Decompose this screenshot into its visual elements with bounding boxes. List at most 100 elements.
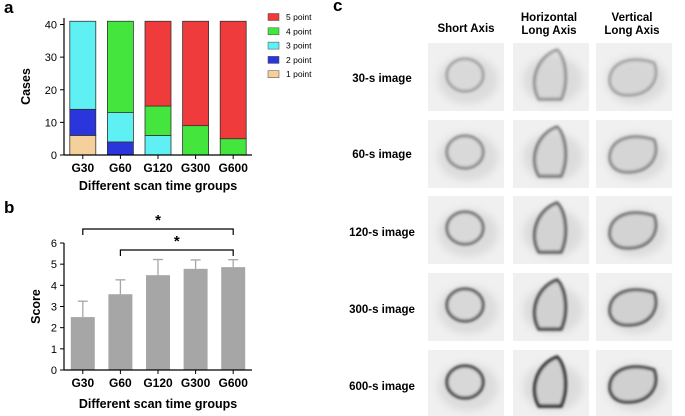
bar-segment	[144, 105, 172, 136]
myocardium-long-axis	[533, 125, 568, 178]
bar-segment	[219, 20, 247, 140]
pet-image	[596, 273, 672, 341]
x-tick-label: G600	[219, 376, 249, 390]
bar-segment	[107, 141, 134, 156]
y-tick-label: 2	[51, 323, 57, 335]
myocardium-long-axis	[533, 201, 568, 254]
legend-swatch	[267, 56, 280, 64]
myocardium-vertical-axis	[608, 58, 658, 97]
y-tick-label: 40	[45, 20, 57, 32]
bar-segment	[182, 20, 210, 127]
x-axis-label: Different scan time groups	[79, 397, 237, 411]
legend-swatch	[267, 41, 280, 50]
row-label: 600-s image	[349, 381, 415, 393]
stacked-bar-chart: 0 10 20 30 40 G30 G60 G120 G300 G600 Different sca…	[19, 12, 312, 193]
column-header: Vertical Long Axis	[604, 12, 659, 37]
y-tick-label: 30	[45, 52, 57, 64]
row-label: 60-s image	[352, 149, 411, 161]
legend-label: 5 point	[286, 12, 312, 22]
myocardium-vertical-axis	[608, 365, 658, 404]
pet-image-grid: Short Axis Horizontal Long Axis Vertical Lon…	[349, 12, 672, 416]
significance-star: *	[174, 233, 180, 250]
myocardium-ring	[445, 57, 485, 93]
row-label: 120-s image	[349, 227, 415, 239]
score-bar-chart: 0 1 2 3 4 5 6 G30 G60 G120 G300 G600 Different scan …	[29, 212, 252, 411]
myocardium-long-axis	[533, 48, 568, 101]
y-tick-label: 1	[51, 344, 57, 356]
bar	[146, 275, 170, 370]
pet-image	[513, 273, 589, 341]
bar-segment	[69, 108, 97, 136]
x-tick-label: G30	[71, 376, 94, 390]
myocardium-vertical-axis	[608, 288, 658, 327]
bar-segment	[107, 20, 134, 113]
legend-label: 4 point	[286, 26, 312, 36]
myocardium-vertical-axis	[608, 135, 658, 174]
legend-swatch	[267, 13, 280, 21]
myocardium-ring	[445, 287, 485, 323]
panel-label-c: c	[333, 0, 343, 15]
significance-star: *	[155, 212, 161, 229]
significance-bracket	[119, 249, 234, 256]
y-axis-label: Cases	[19, 68, 33, 105]
legend-swatch	[267, 27, 280, 36]
legend-label: 1 point	[286, 69, 312, 79]
bar	[108, 294, 133, 370]
panel-label-a: a	[4, 0, 14, 17]
bar	[70, 317, 95, 370]
myocardium-ring	[445, 134, 485, 170]
pet-image	[513, 196, 589, 264]
myocardium-ring	[445, 210, 485, 246]
y-tick-label: 0	[51, 365, 57, 377]
pet-image	[596, 196, 672, 264]
x-tick-label: G30	[71, 161, 94, 175]
x-axis-label: Different scan time groups	[79, 179, 237, 193]
row-label: 30-s image	[352, 73, 411, 85]
y-tick-label: 4	[51, 280, 57, 292]
pet-image	[596, 43, 672, 111]
x-tick-label: G60	[109, 376, 132, 390]
pet-image	[428, 120, 504, 188]
myocardium-vertical-axis	[608, 211, 658, 250]
x-tick-label: G300	[181, 161, 211, 175]
y-tick-label: 10	[45, 117, 57, 129]
legend-swatch	[267, 70, 280, 78]
y-tick-label: 3	[51, 302, 57, 314]
bar-segment	[219, 138, 247, 156]
myocardium-long-axis	[533, 278, 568, 331]
pet-image	[428, 43, 504, 111]
legend-label: 3 point	[286, 41, 312, 51]
pet-image	[513, 350, 589, 416]
pet-image	[513, 120, 589, 188]
pet-image	[596, 350, 672, 416]
pet-image	[428, 273, 504, 341]
pet-image	[428, 350, 504, 416]
x-tick-label: G120	[143, 161, 173, 175]
y-tick-label: 0	[51, 150, 57, 162]
panel-label-b: b	[4, 198, 15, 217]
pet-image	[513, 43, 589, 111]
y-tick-label: 6	[51, 238, 57, 250]
bar-segment	[144, 20, 172, 107]
bar-segment	[182, 125, 210, 156]
bar-segment	[144, 135, 172, 156]
pet-image	[596, 120, 672, 188]
myocardium-ring	[445, 364, 485, 400]
column-header: Short Axis	[437, 23, 494, 35]
row-label: 300-s image	[349, 304, 415, 316]
bar	[221, 267, 246, 370]
myocardium-long-axis	[533, 355, 568, 408]
significance-bracket	[82, 228, 234, 235]
x-tick-label: G300	[181, 376, 211, 390]
bar-segment	[107, 112, 134, 143]
bar-segment	[69, 20, 97, 110]
y-axis-label: Score	[29, 289, 43, 324]
y-tick-label: 5	[51, 259, 57, 271]
pet-image	[428, 196, 504, 264]
bar-segment	[69, 135, 97, 156]
x-tick-label: G120	[143, 376, 173, 390]
x-tick-label: G600	[219, 161, 249, 175]
legend-label: 2 point	[286, 55, 312, 65]
bar	[183, 268, 208, 370]
